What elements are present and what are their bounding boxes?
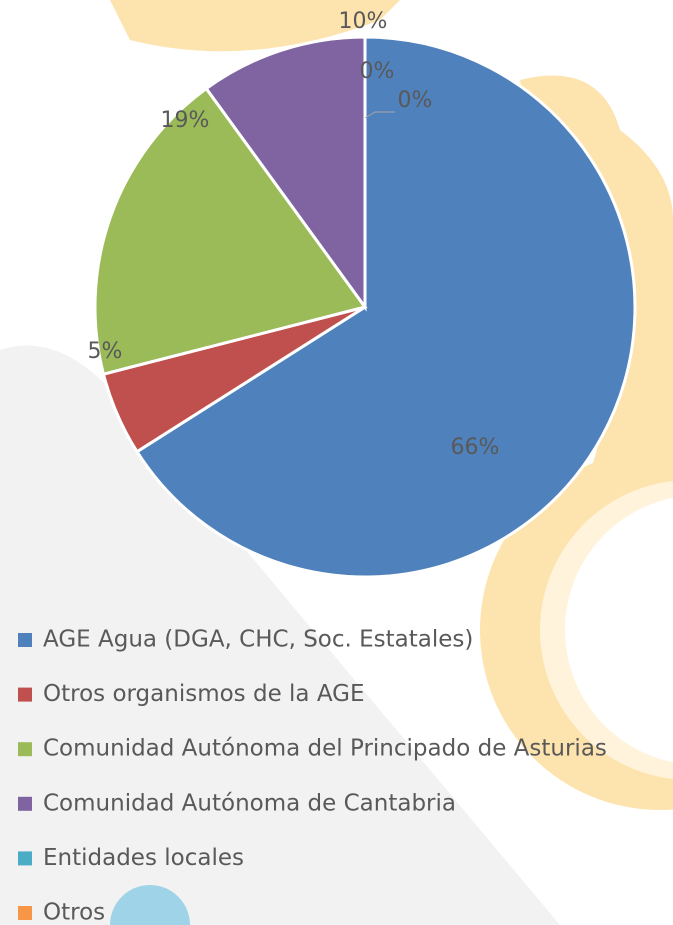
legend-label: Otros organismos de la AGE <box>43 681 365 707</box>
chart: 66% 5% 19% 10% 0%0% AGE Agua (DGA, CHC, Soc. … <box>0 0 673 925</box>
data-label: 66% <box>451 435 500 460</box>
data-label: 0% <box>398 88 433 113</box>
legend-label: Entidades locales <box>43 845 244 871</box>
legend-label: Otros <box>43 900 105 925</box>
data-label: 10% <box>339 9 388 34</box>
legend-label: Comunidad Autónoma de Cantabria <box>43 790 456 816</box>
legend-label: Comunidad Autónoma del Principado de Ast… <box>43 736 607 762</box>
data-label: 19% <box>161 108 210 133</box>
legend-swatch <box>18 797 32 811</box>
legend-swatch <box>18 851 32 865</box>
legend-swatch <box>18 906 32 920</box>
data-label: 5% <box>88 339 123 364</box>
legend-swatch <box>18 742 32 756</box>
legend-swatch <box>18 633 32 647</box>
legend-swatch <box>18 688 32 702</box>
legend-label: AGE Agua (DGA, CHC, Soc. Estatales) <box>43 627 473 653</box>
data-label: 0% <box>360 59 395 84</box>
